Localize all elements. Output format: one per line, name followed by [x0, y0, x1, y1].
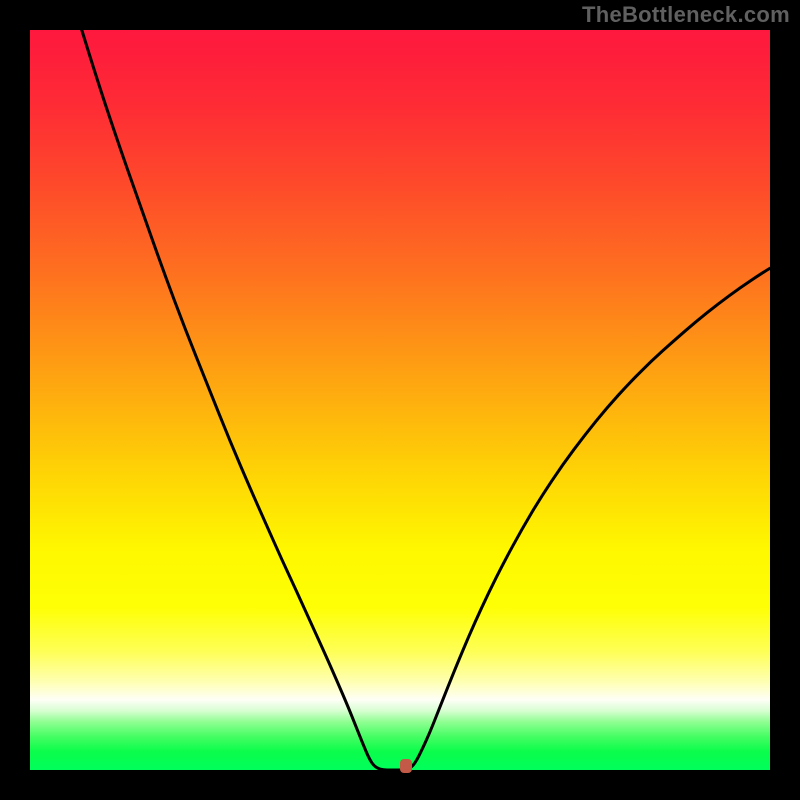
optimum-marker	[400, 759, 412, 773]
gradient-background	[30, 30, 770, 770]
chart-container: TheBottleneck.com	[0, 0, 800, 800]
watermark-label: TheBottleneck.com	[582, 2, 790, 28]
bottleneck-curve-plot	[30, 30, 770, 770]
